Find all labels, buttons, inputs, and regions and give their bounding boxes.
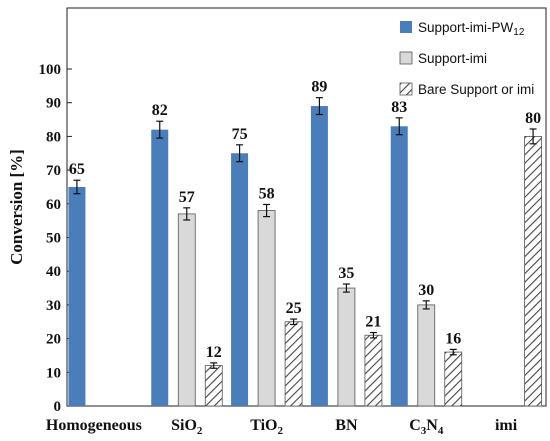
bar: [310, 106, 328, 406]
bar: [284, 321, 303, 407]
y-tick-label: 0: [54, 399, 62, 415]
bars: [68, 106, 542, 407]
y-tick-label: 60: [46, 197, 61, 213]
bar: [417, 304, 436, 407]
bar: [364, 334, 383, 407]
data-labels: 65 82 57 12 75 58 25 89 35 21 83 30 16 80: [69, 79, 541, 361]
bar: [337, 287, 356, 407]
y-tick-label: 90: [46, 96, 61, 112]
data-label: 16: [445, 330, 461, 347]
y-tick-label: 50: [46, 231, 61, 247]
data-label: 58: [259, 185, 275, 202]
x-axis: Homogeneous SiO2 TiO2 BN C3N4 imi: [46, 417, 518, 437]
legend-label: Support-imi-PW12: [418, 20, 525, 38]
legend-swatch: [399, 51, 413, 65]
y-tick-label: 10: [46, 365, 61, 381]
data-label: 30: [418, 282, 434, 299]
legend-swatch: [400, 21, 412, 33]
plot-frame: [66, 7, 547, 407]
legend: Support-imi-PW12 Support-imi Bare Support …: [399, 20, 534, 97]
data-label: 80: [525, 110, 541, 127]
bar: [390, 126, 408, 406]
y-tick-label: 80: [46, 129, 61, 145]
bar: [177, 213, 196, 407]
y-tick-label: 30: [46, 298, 61, 314]
error-bars: [73, 97, 537, 369]
data-label: 35: [338, 265, 354, 282]
bar: [231, 153, 249, 406]
x-tick-label: TiO2: [250, 417, 283, 437]
data-label: 25: [286, 300, 302, 317]
y-tick-label: 100: [39, 62, 62, 78]
data-label: 89: [311, 79, 327, 96]
data-label: 12: [206, 344, 222, 361]
data-label: 21: [365, 314, 381, 331]
bar: [204, 365, 223, 407]
y-tick-label: 20: [46, 332, 61, 348]
data-label: 57: [179, 189, 195, 206]
legend-label: Support-imi: [418, 51, 487, 66]
x-tick-label: SiO2: [171, 417, 203, 437]
x-tick-label: imi: [495, 417, 518, 434]
bar: [444, 351, 463, 407]
data-label: 65: [69, 161, 85, 178]
y-tick-label: 70: [46, 163, 61, 179]
bar: [524, 135, 542, 407]
legend-swatch: [399, 82, 413, 96]
y-tick-label: 40: [46, 264, 61, 280]
data-label: 83: [391, 99, 407, 116]
y-axis-label: Conversion [%]: [7, 149, 26, 265]
bar: [68, 186, 86, 406]
x-tick-label: BN: [335, 417, 358, 434]
data-label: 82: [152, 102, 168, 119]
legend-label: Bare Support or imi: [418, 82, 534, 97]
x-tick-label: Homogeneous: [46, 417, 142, 434]
x-tick-label: C3N4: [409, 417, 444, 437]
data-label: 75: [232, 126, 248, 143]
bar: [257, 210, 276, 407]
bar: [151, 129, 169, 406]
